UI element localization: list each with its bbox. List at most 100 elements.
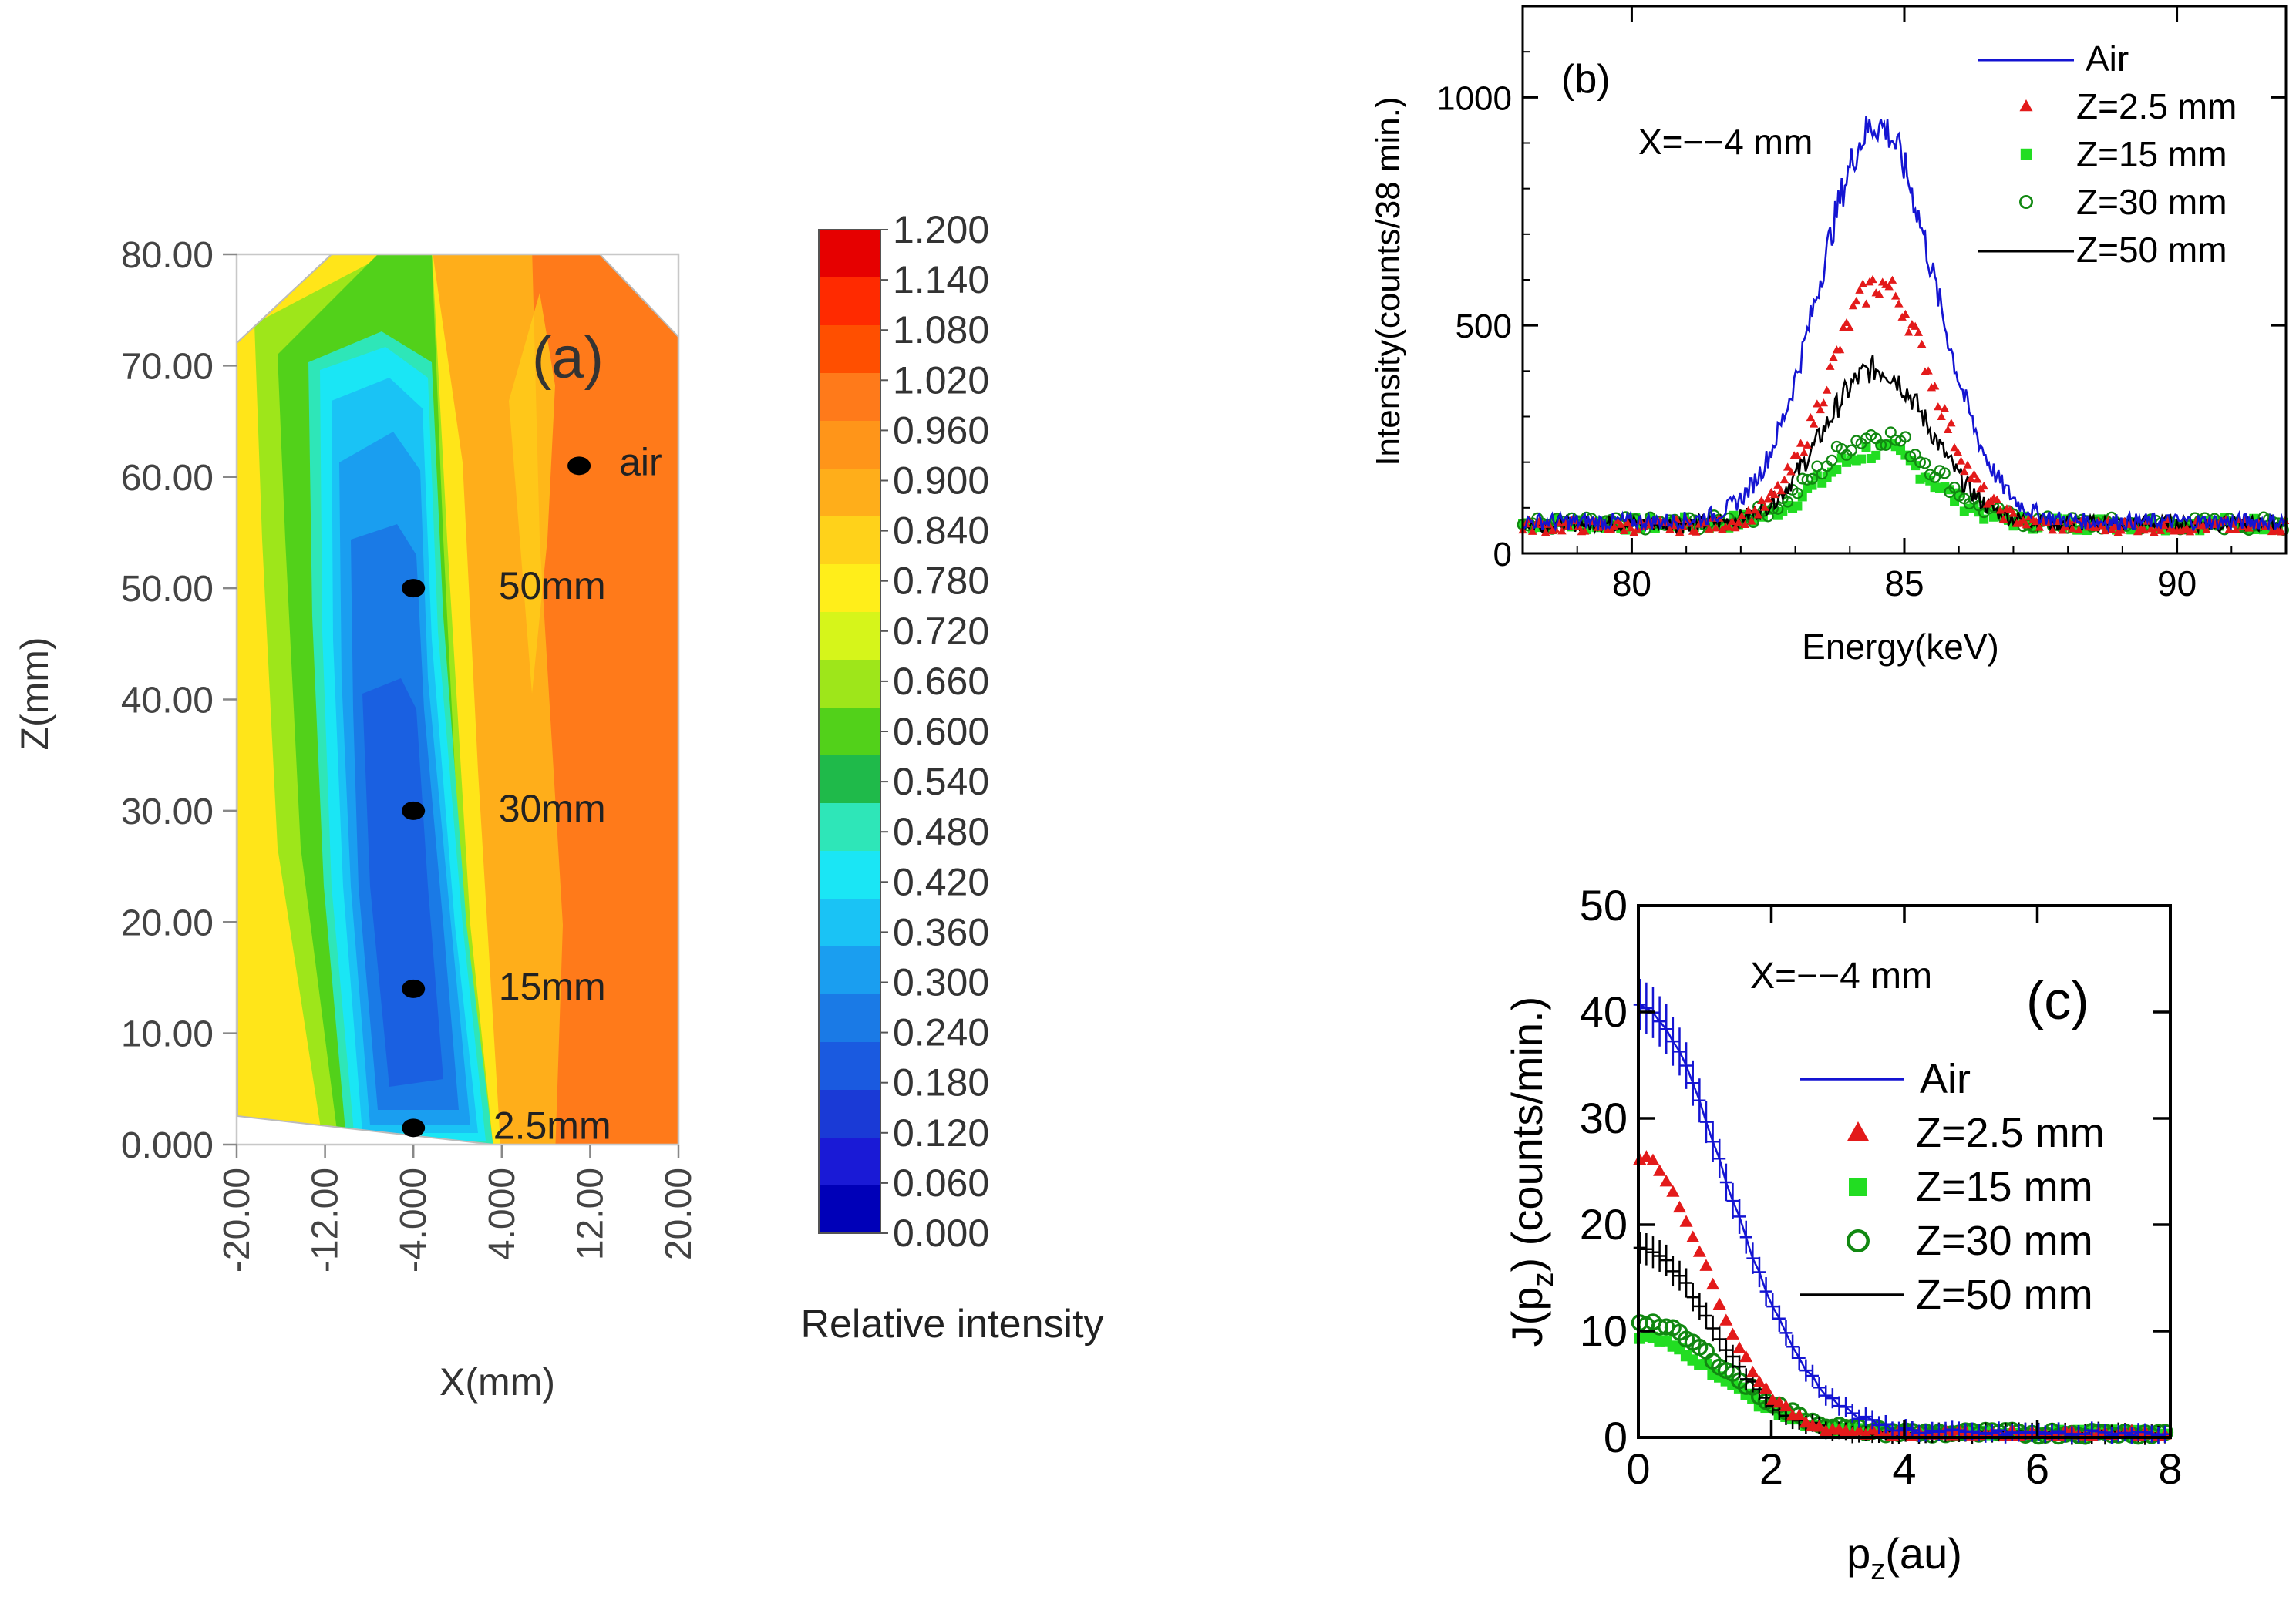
b-data-point <box>1783 462 1793 471</box>
c-data-point <box>1732 1341 1746 1353</box>
a-y-tick-label: 60.00 <box>121 458 214 499</box>
b-data-point <box>1999 514 2008 523</box>
b-data-point <box>1966 474 1975 482</box>
b-data-point <box>1861 442 1871 452</box>
panel-a-heatmap: 0.000 10.00 20.00 30.00 40.00 50.00 60.00 70.00… <box>13 208 1104 1404</box>
b-data-point <box>1799 448 1809 456</box>
b-data-point <box>1948 481 1961 493</box>
b-data-point <box>2100 526 2109 535</box>
a-y-tick-label: 10.00 <box>121 1014 214 1055</box>
b-data-point <box>1914 328 1924 336</box>
b-data-point <box>1773 480 1783 489</box>
c-y-tick-label: 40 <box>1580 987 1628 1036</box>
b-data-point <box>1528 526 1537 535</box>
b-data-point <box>1880 439 1892 451</box>
c-data-point <box>1699 1259 1713 1271</box>
b-data-point <box>1779 475 1789 484</box>
colorbar-swatch <box>819 516 880 565</box>
colorbar-level-label: 0.780 <box>893 560 989 603</box>
c-series-air <box>1633 978 2172 1444</box>
c-data-point <box>1846 1427 1860 1439</box>
colorbar-swatch <box>819 373 880 422</box>
b-data-point <box>1956 456 1966 465</box>
c-data-point <box>1852 1424 1866 1436</box>
b-legend-label: Z=15 mm <box>2076 134 2227 174</box>
a-y-tick-label: 30.00 <box>121 792 214 832</box>
b-data-point <box>1973 475 1982 483</box>
b-plot-area <box>1517 116 2290 536</box>
c-legend-swatch <box>1847 1229 1870 1252</box>
c-data-point <box>1739 1350 1753 1363</box>
colorbar-swatch <box>819 1042 880 1091</box>
colorbar-swatch <box>819 564 880 613</box>
c-legend-label: Z=15 mm <box>1916 1164 2093 1210</box>
colorbar-swatch <box>819 1185 880 1234</box>
b-x-tick-label: 90 <box>2157 563 2197 603</box>
b-data-point <box>2150 527 2159 536</box>
c-data-point <box>1672 1200 1687 1213</box>
b-data-point <box>1845 323 1854 331</box>
b-data-point <box>1835 345 1845 354</box>
b-legend-swatch <box>2019 195 2034 210</box>
a-x-tick-label: -12.00 <box>305 1168 346 1273</box>
a-point-label: air <box>619 440 662 483</box>
colorbar-level-label: 0.540 <box>893 760 989 803</box>
b-legend-label: Z=2.5 mm <box>2076 86 2237 126</box>
b-data-point <box>1819 398 1829 407</box>
colorbar-level-label: 0.120 <box>893 1111 989 1155</box>
b-data-point <box>1705 524 1714 533</box>
b-data-point <box>1884 426 1897 439</box>
b-y-tick-label: 500 <box>1456 308 1512 345</box>
c-legend-swatch <box>1847 1121 1870 1141</box>
b-data-point <box>1938 467 1951 479</box>
b-data-point <box>1782 496 1794 508</box>
colorbar-level-label: 0.600 <box>893 710 989 753</box>
b-data-point <box>1809 419 1819 428</box>
c-legend-swatch <box>1849 1178 1867 1196</box>
b-data-point <box>1623 518 1632 526</box>
b-legend-label: Z=30 mm <box>2076 182 2227 222</box>
c-data-point <box>1772 1396 1786 1408</box>
a-point-marker <box>402 1118 426 1138</box>
c-data-point <box>1692 1245 1706 1257</box>
c-y-tick-label: 0 <box>1604 1413 1628 1461</box>
b-data-point <box>1848 301 1858 310</box>
c-data-point <box>1666 1185 1680 1197</box>
colorbar-level-label: 0.420 <box>893 860 989 903</box>
a-x-tick-label: 12.00 <box>570 1168 611 1260</box>
b-data-point <box>1626 523 1635 532</box>
b-ticks: 80 85 90 0 500 1000 <box>1436 6 2287 603</box>
c-data-point <box>1719 1313 1733 1326</box>
b-legend-label: Z=50 mm <box>2076 230 2227 270</box>
c-data-point <box>1679 1215 1693 1227</box>
c-series-line <box>1639 1004 2166 1437</box>
colorbar-level-label: 0.960 <box>893 408 989 452</box>
b-data-point <box>2202 525 2211 533</box>
b-data-point <box>1937 412 1946 421</box>
c-data-point <box>1725 1327 1740 1340</box>
b-data-point <box>1675 527 1685 536</box>
b-data-point <box>1813 399 1822 408</box>
b-data-point <box>1875 439 1887 451</box>
b-annotation: X=−−4 mm <box>1638 122 1813 162</box>
colorbar-swatch <box>819 612 880 661</box>
colorbar-level-label: 0.720 <box>893 610 989 653</box>
b-data-point <box>1619 526 1629 534</box>
c-data-point <box>1706 1277 1720 1290</box>
b-data-point <box>2032 516 2041 526</box>
b-panel-label: (b) <box>1561 57 1611 102</box>
b-data-point <box>2048 526 2058 534</box>
b-series-air <box>1522 116 2286 533</box>
b-data-point <box>1839 323 1848 331</box>
b-data-point <box>1874 290 1884 298</box>
c-x-tick-label: 2 <box>1759 1444 1783 1493</box>
b-data-point <box>1911 321 1920 330</box>
colorbar-level-label: 0.240 <box>893 1011 989 1054</box>
colorbar-swatch <box>819 946 880 995</box>
c-legend-label: Z=30 mm <box>1916 1218 2093 1264</box>
b-legend-swatch <box>2020 148 2032 160</box>
colorbar-level-label: 1.020 <box>893 358 989 402</box>
colorbar-swatch <box>819 660 880 708</box>
b-data-point <box>1943 425 1953 433</box>
b-data-point <box>1580 526 1590 535</box>
